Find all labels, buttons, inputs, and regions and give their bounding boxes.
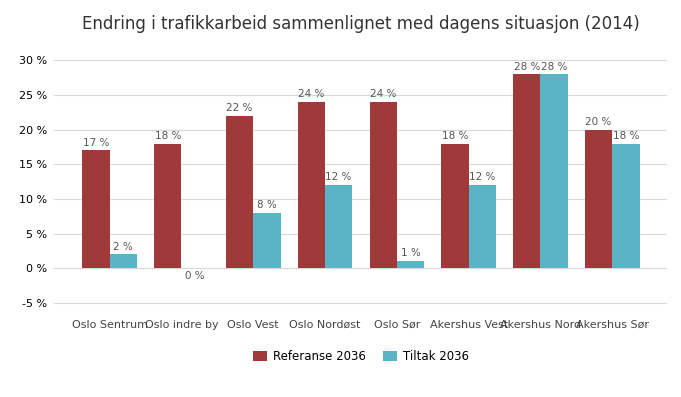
Bar bbox=[226, 116, 253, 268]
Text: 18 %: 18 % bbox=[155, 131, 181, 141]
Text: 12 %: 12 % bbox=[469, 172, 496, 182]
Legend: Referanse 2036, Tiltak 2036: Referanse 2036, Tiltak 2036 bbox=[253, 350, 469, 363]
Bar bbox=[541, 74, 568, 268]
Text: 1 %: 1 % bbox=[400, 249, 420, 258]
Bar bbox=[585, 130, 612, 268]
Bar bbox=[441, 144, 469, 268]
Text: 20 %: 20 % bbox=[586, 117, 612, 127]
Text: 24 %: 24 % bbox=[298, 89, 325, 99]
Text: 18 %: 18 % bbox=[613, 131, 639, 141]
Text: 28 %: 28 % bbox=[541, 62, 567, 71]
Bar bbox=[82, 150, 110, 268]
Text: 24 %: 24 % bbox=[370, 89, 396, 99]
Bar bbox=[469, 185, 496, 268]
Text: 12 %: 12 % bbox=[326, 172, 352, 182]
Bar bbox=[370, 102, 397, 268]
Bar bbox=[612, 144, 639, 268]
Text: 18 %: 18 % bbox=[442, 131, 468, 141]
Text: 22 %: 22 % bbox=[226, 103, 253, 113]
Bar bbox=[397, 261, 424, 268]
Bar bbox=[110, 254, 137, 268]
Title: Endring i trafikkarbeid sammenlignet med dagens situasjon (2014): Endring i trafikkarbeid sammenlignet med… bbox=[82, 15, 640, 33]
Text: 8 %: 8 % bbox=[257, 200, 276, 210]
Text: 2 %: 2 % bbox=[114, 241, 133, 252]
Bar bbox=[325, 185, 352, 268]
Bar bbox=[253, 213, 281, 268]
Text: 0 %: 0 % bbox=[185, 271, 205, 281]
Bar bbox=[513, 74, 541, 268]
Bar bbox=[298, 102, 325, 268]
Text: 17 %: 17 % bbox=[83, 138, 109, 148]
Bar bbox=[154, 144, 181, 268]
Text: 28 %: 28 % bbox=[513, 62, 540, 71]
